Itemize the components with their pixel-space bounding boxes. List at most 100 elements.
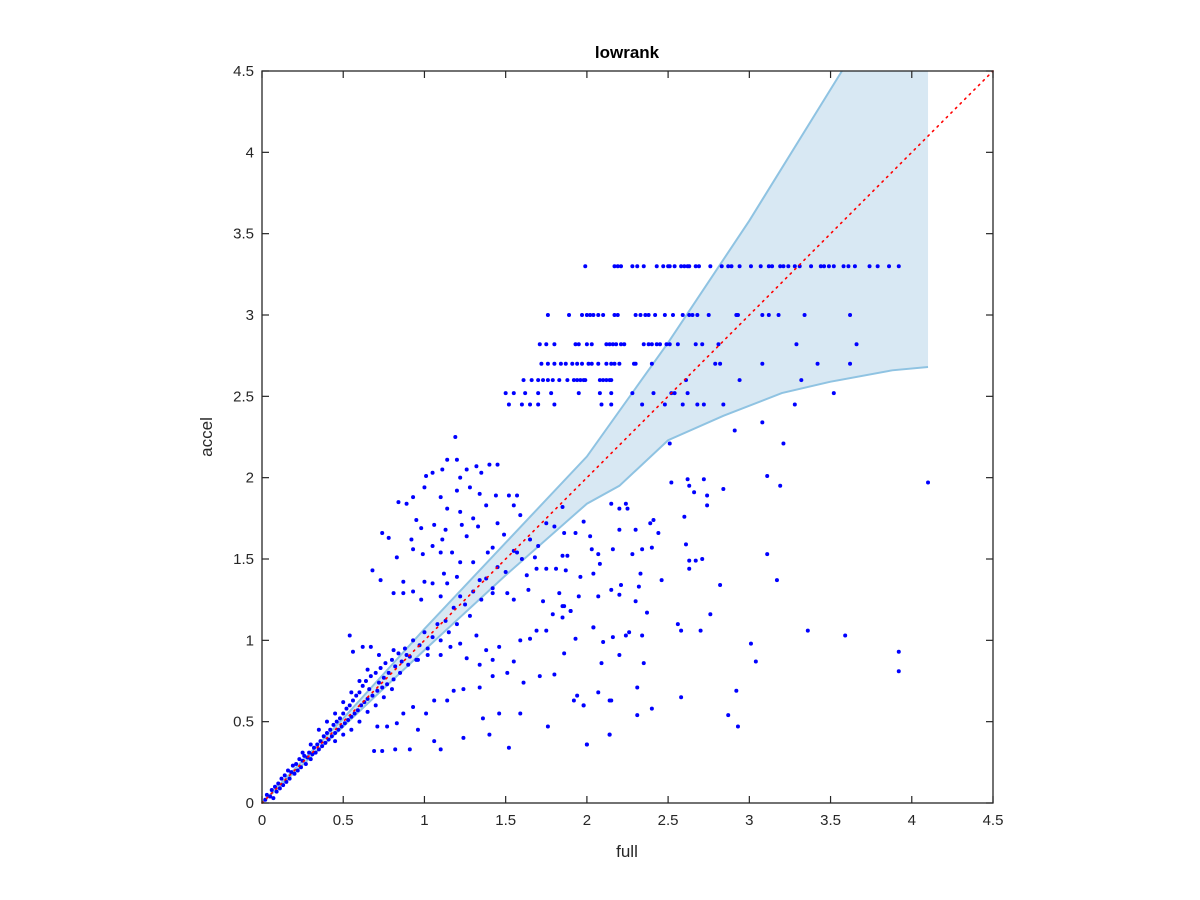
data-point xyxy=(526,587,531,592)
data-point xyxy=(271,796,276,801)
data-point xyxy=(386,670,391,675)
data-point xyxy=(360,683,365,688)
y-tick-label: 0 xyxy=(246,795,254,812)
data-point xyxy=(646,313,651,317)
axes-box xyxy=(261,70,994,804)
data-point xyxy=(373,670,378,675)
data-point xyxy=(765,552,770,557)
data-point xyxy=(701,477,706,482)
data-point xyxy=(552,342,557,347)
data-point xyxy=(630,264,635,269)
data-point xyxy=(368,674,373,679)
data-point xyxy=(321,734,326,739)
data-point xyxy=(552,402,557,407)
data-point xyxy=(320,744,325,749)
data-point xyxy=(573,530,578,535)
data-point xyxy=(760,313,765,317)
data-point xyxy=(726,713,731,718)
data-point xyxy=(651,517,656,522)
data-point xyxy=(373,703,378,708)
data-point xyxy=(604,361,609,366)
data-point xyxy=(430,635,435,640)
data-point xyxy=(737,264,742,269)
data-point xyxy=(675,622,680,627)
data-point xyxy=(467,485,472,490)
data-point xyxy=(289,770,294,775)
data-point xyxy=(536,402,541,407)
data-point xyxy=(425,652,430,657)
data-point xyxy=(636,584,641,589)
data-point xyxy=(748,264,753,269)
data-point xyxy=(511,597,516,602)
data-point xyxy=(599,402,604,407)
data-point xyxy=(612,264,617,269)
data-point xyxy=(328,727,333,732)
data-point xyxy=(615,313,620,317)
data-point xyxy=(349,714,354,719)
data-point xyxy=(381,675,386,680)
data-point xyxy=(297,757,302,762)
y-tick-label: 4 xyxy=(246,144,254,161)
data-point xyxy=(700,557,705,561)
data-point xyxy=(264,792,269,797)
data-point xyxy=(511,659,516,664)
data-point xyxy=(649,706,654,711)
data-point xyxy=(622,342,627,347)
data-point xyxy=(292,771,297,776)
data-point xyxy=(490,657,495,662)
y-tick-label: 3.5 xyxy=(233,226,254,243)
data-point xyxy=(667,342,672,347)
data-point xyxy=(446,630,451,635)
data-point xyxy=(583,264,588,269)
data-point xyxy=(453,435,458,439)
data-point xyxy=(350,649,355,654)
data-point xyxy=(281,783,286,788)
data-point xyxy=(326,737,331,742)
data-point xyxy=(641,342,646,347)
data-point xyxy=(633,313,638,317)
data-point xyxy=(651,391,656,396)
data-point xyxy=(407,747,412,752)
data-point xyxy=(518,711,523,716)
data-point xyxy=(831,264,836,269)
data-point xyxy=(471,560,476,565)
data-point xyxy=(376,652,381,657)
data-point xyxy=(477,662,482,667)
data-point xyxy=(726,264,731,269)
data-point xyxy=(438,495,443,500)
x-axis-label: full xyxy=(616,842,638,861)
data-point xyxy=(732,428,737,433)
data-point xyxy=(640,633,645,638)
data-point xyxy=(627,630,632,635)
data-point xyxy=(609,501,614,506)
data-point xyxy=(511,503,516,508)
data-point xyxy=(672,264,677,269)
data-point xyxy=(708,612,713,617)
data-point xyxy=(370,568,375,573)
data-point xyxy=(638,571,643,576)
data-point xyxy=(596,690,601,695)
data-point xyxy=(331,722,336,727)
data-point xyxy=(333,731,338,736)
data-point xyxy=(324,731,329,736)
data-point xyxy=(394,555,399,560)
data-point xyxy=(664,342,669,347)
data-point xyxy=(414,517,419,522)
data-point xyxy=(848,313,853,317)
data-point xyxy=(818,264,823,269)
y-tick-label: 4.5 xyxy=(233,63,254,80)
data-point xyxy=(515,550,520,555)
data-point xyxy=(357,719,362,724)
data-point xyxy=(458,641,463,646)
data-point xyxy=(521,680,526,685)
data-point xyxy=(735,724,740,729)
data-point xyxy=(619,583,624,588)
data-point xyxy=(443,618,448,623)
data-point xyxy=(809,264,814,269)
data-point xyxy=(729,264,734,269)
data-point xyxy=(617,592,622,597)
data-point xyxy=(617,652,622,657)
data-point xyxy=(359,703,364,708)
data-point xyxy=(308,742,313,747)
